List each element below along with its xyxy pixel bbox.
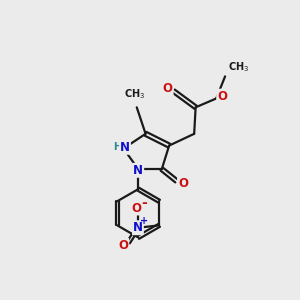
Text: O: O <box>178 177 188 190</box>
Text: O: O <box>131 202 142 214</box>
Text: O: O <box>118 239 128 252</box>
Text: N: N <box>133 221 143 234</box>
Text: H: H <box>113 142 121 152</box>
Text: CH$_3$: CH$_3$ <box>124 88 145 101</box>
Text: CH$_3$: CH$_3$ <box>228 60 249 74</box>
Text: -: - <box>141 196 147 210</box>
Text: O: O <box>217 90 227 103</box>
Text: N: N <box>120 141 130 154</box>
Text: O: O <box>163 82 173 95</box>
Text: N: N <box>133 164 143 177</box>
Text: +: + <box>140 216 148 226</box>
